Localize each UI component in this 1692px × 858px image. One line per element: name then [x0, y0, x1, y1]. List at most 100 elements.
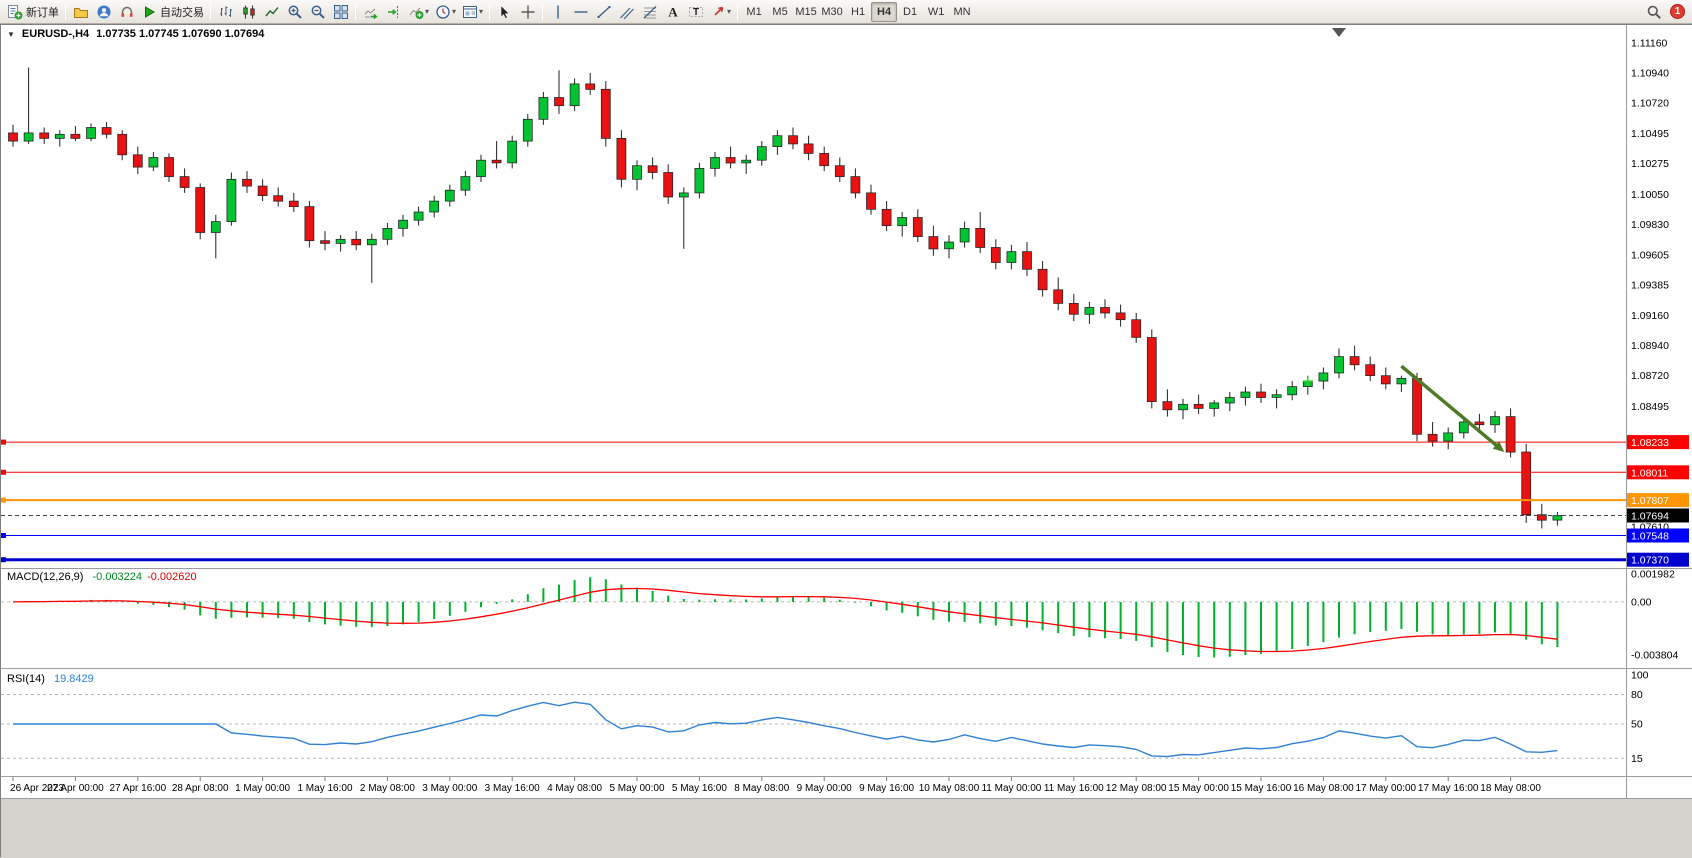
time-tick-label: 2 May 08:00 — [360, 783, 415, 794]
candle-body — [413, 211, 424, 221]
time-tick-label: 5 May 00:00 — [609, 783, 664, 794]
chart-symbol-period: EURUSD-,H4 — [21, 28, 90, 40]
chart-window[interactable]: 1.11160 1.10940 1.10720 1.10495 1.10275 1.100… — [0, 24, 1692, 858]
hline-anchor[interactable] — [1, 497, 6, 503]
price-tick-label: 1.10050 — [1631, 189, 1669, 201]
candle-body — [522, 118, 533, 142]
label-icon: T — [688, 4, 704, 20]
chart-canvas[interactable]: 1.11160 1.10940 1.10720 1.10495 1.10275 1.100… — [1, 25, 1692, 858]
candle-body — [819, 153, 830, 167]
time-tick-label: 8 May 08:00 — [734, 783, 789, 794]
candle-body — [164, 157, 174, 177]
chart-shift-marker[interactable] — [1332, 28, 1346, 37]
horizontal-line-button[interactable] — [569, 1, 592, 22]
macd-value: -0.003224 — [92, 571, 143, 583]
price-label-text: 1.07694 — [1631, 511, 1669, 523]
candlestick-chart-button[interactable] — [237, 1, 260, 22]
candle-body — [881, 208, 892, 227]
macd-tick-label: 0.001982 — [1631, 569, 1675, 581]
support-button[interactable] — [115, 1, 138, 22]
candle-body — [1334, 356, 1344, 374]
zoom-out-button[interactable] — [306, 1, 329, 22]
candle-body — [1552, 515, 1563, 521]
time-tick-label: 27 Apr 16:00 — [109, 783, 166, 794]
dropdown-caret-icon: ▾ — [452, 7, 457, 16]
periods-button[interactable]: ▾ — [432, 1, 459, 22]
notifications-badge[interactable]: 1 — [1670, 4, 1685, 19]
svg-text:A: A — [668, 4, 678, 19]
time-tick-label: 17 May 00:00 — [1355, 783, 1416, 794]
community-button[interactable] — [92, 1, 115, 22]
candle-body — [569, 83, 580, 107]
candle-body — [304, 206, 315, 242]
line-chart-button[interactable] — [260, 1, 283, 22]
auto-scroll-button[interactable] — [359, 1, 382, 22]
timeframe-mn-button[interactable]: MN — [953, 5, 971, 18]
candle-body — [1380, 375, 1391, 385]
timeframe-h1-button[interactable]: H1 — [851, 5, 866, 18]
candle-body — [1412, 378, 1422, 435]
hline-anchor[interactable] — [1, 557, 6, 563]
timeframe-d1-button[interactable]: D1 — [903, 5, 918, 18]
time-tick-label: 3 May 16:00 — [485, 783, 540, 794]
trend-arrow-shaft[interactable] — [1400, 364, 1502, 451]
cursor-button[interactable] — [493, 1, 516, 22]
search-button[interactable] — [1642, 1, 1665, 22]
chart-shift-button[interactable] — [382, 1, 405, 22]
candle-body — [897, 217, 908, 227]
indicators-button[interactable]: ▾ — [405, 1, 432, 22]
timeframe-m15-button[interactable]: M15 — [795, 5, 817, 18]
channel-button[interactable] — [615, 1, 638, 22]
candle-body — [1490, 416, 1500, 426]
timeframe-toolbar: M1 M5 M15 M30 H1 H4 D1 W1 MN — [741, 1, 975, 22]
macd-indicator-label: MACD(12,26,9) -0.003224 -0.002620 — [7, 571, 197, 583]
timeframe-w1-button[interactable]: W1 — [927, 5, 945, 18]
candle-body — [1131, 319, 1142, 338]
tile-windows-icon — [333, 4, 349, 20]
hline-anchor[interactable] — [1, 469, 6, 475]
candle-body — [944, 241, 954, 250]
plus-marker[interactable] — [1302, 376, 1313, 387]
candle-body — [351, 238, 362, 246]
candle-body — [1536, 514, 1547, 521]
candle-body — [23, 132, 34, 142]
templates-button[interactable]: ▾ — [459, 1, 486, 22]
candle-body — [1084, 307, 1095, 315]
candle-body — [866, 192, 876, 210]
trendline-button[interactable] — [592, 1, 615, 22]
candle-body — [101, 127, 112, 135]
candle-body — [803, 143, 814, 154]
price-tick-label: 1.10940 — [1631, 68, 1669, 80]
timeframe-h4-button[interactable]: H4 — [871, 1, 898, 22]
profiles-button[interactable] — [69, 1, 92, 22]
toolbar-separator — [210, 3, 211, 20]
rsi-tick-label: 100 — [1631, 669, 1649, 681]
zoom-in-button[interactable] — [283, 1, 306, 22]
candle-body — [1271, 394, 1282, 398]
new-order-button[interactable]: 新订单 — [4, 1, 62, 22]
text-button[interactable]: A — [661, 1, 684, 22]
candle-body — [1318, 372, 1329, 382]
candle-body — [1162, 401, 1173, 411]
vertical-line-icon — [550, 4, 566, 20]
timeframe-m5-button[interactable]: M5 — [772, 5, 788, 18]
label-button[interactable]: T — [684, 1, 707, 22]
hline-anchor[interactable] — [1, 439, 6, 445]
candle-body — [1458, 421, 1469, 434]
autotrading-button[interactable]: 自动交易 — [138, 1, 207, 22]
crosshair-button[interactable] — [516, 1, 539, 22]
toolbar-separator — [355, 3, 356, 20]
rsi-indicator-label: RSI(14) 19.8429 — [7, 673, 94, 685]
timeframe-m30-button[interactable]: M30 — [821, 5, 843, 18]
vertical-line-button[interactable] — [546, 1, 569, 22]
arrows-button[interactable]: ▾ — [707, 1, 734, 22]
cursor-icon — [497, 4, 513, 20]
time-tick-label: 16 May 08:00 — [1293, 783, 1354, 794]
timeframe-m1-button[interactable]: M1 — [746, 5, 762, 18]
chart-menu-icon[interactable]: ▼ — [7, 29, 15, 39]
tile-windows-button[interactable] — [329, 1, 352, 22]
bar-chart-button[interactable] — [214, 1, 237, 22]
hline-anchor[interactable] — [1, 533, 6, 538]
profiles-icon — [73, 4, 89, 20]
fibonacci-button[interactable] — [638, 1, 661, 22]
